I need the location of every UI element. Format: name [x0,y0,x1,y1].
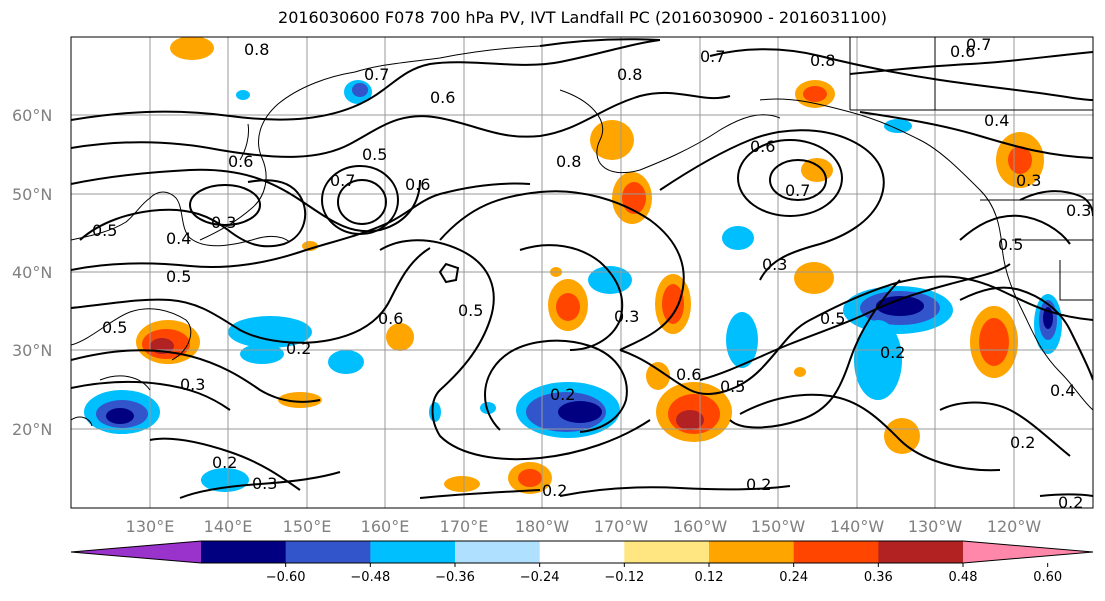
contour-label: 0.3 [1066,201,1091,220]
lon-label: 170°E [440,517,489,536]
contour-label: 0.6 [405,175,430,194]
colorbar-tick-label: 0.12 [695,570,724,585]
colorbar-segment [624,541,710,563]
contour-label: 0.6 [378,309,403,328]
contour-label: 0.7 [330,171,355,190]
lon-label: 150°E [283,517,332,536]
colorbar-segment [709,541,795,563]
contour-label: 0.2 [550,385,575,404]
contour-label: 0.3 [252,474,277,493]
lon-label: 150°W [751,517,806,536]
lat-label: 40°N [12,263,52,282]
contour-label: 0.5 [998,235,1023,254]
contour-label: 0.7 [700,47,725,66]
contour-label: 0.2 [212,453,237,472]
longitude-labels: 130°E 140°E 150°E 160°E 170°E 180°W 170°… [126,517,1042,536]
colorbar-segment [793,541,879,563]
colorbar-segment [878,541,964,563]
contour-label: 0.6 [430,88,455,107]
contour-label: 0.8 [810,51,835,70]
colorbar-tick-label: −0.48 [350,570,390,585]
colorbar-segment [370,541,456,563]
contour-label: 0.2 [880,343,905,362]
colorbar-segment [285,541,371,563]
colorbar-tick-label: 0.60 [1033,570,1062,585]
coastlines [71,37,1093,427]
contour-label: 0.7 [966,35,991,54]
lon-label: 130°E [126,517,175,536]
contour-label: 0.4 [984,111,1009,130]
contour-label: 0.7 [364,65,389,84]
contour-label: 0.3 [614,307,639,326]
colorbar-tick-label: 0.48 [949,570,978,585]
contour-label: 0.5 [92,221,117,240]
lon-label: 180°W [515,517,570,536]
lon-label: 140°E [204,517,253,536]
lat-label: 60°N [12,106,52,125]
colorbar-segment [455,541,541,563]
contour-label: 0.5 [102,318,127,337]
colorbar: −0.60 −0.48 −0.36 −0.24 −0.12 0.12 0.24 0.36 0.4… [70,540,1094,585]
contour-label: 0.2 [286,339,311,358]
contour-label: 0.3 [211,213,236,232]
map-frame [70,36,1094,509]
colorbar-tick-label: −0.24 [520,570,560,585]
lon-label: 160°W [673,517,728,536]
colorbar-tick-label: −0.60 [266,570,306,585]
contour-label: 0.3 [1016,171,1041,190]
contour-label: 0.6 [750,137,775,156]
contour-label: 0.8 [244,40,269,59]
contour-label: 0.2 [1010,433,1035,452]
pv-contours [71,38,1093,499]
contour-label: 0.3 [762,255,787,274]
lon-label: 120°W [987,517,1042,536]
colorbar-outline [70,540,1094,564]
colorbar-extend-high [963,541,1093,563]
lat-label: 20°N [12,420,52,439]
contour-label: 0.6 [676,365,701,384]
contour-label: 0.8 [617,65,642,84]
latitude-labels: 60°N 50°N 40°N 30°N 20°N [12,106,52,439]
colorbar-tick-label: −0.12 [604,570,644,585]
contour-label: 0.2 [746,475,771,494]
shaded-anomalies [84,37,1062,494]
map-title: 2016030600 F078 700 hPa PV, IVT Landfall… [278,8,887,27]
lat-label: 50°N [12,185,52,204]
contour-labels: 0.8 0.7 0.6 0.8 0.7 0.8 0.6 0.5 0.6 0.7 … [92,35,1091,512]
colorbar-tick-label: 0.24 [779,570,808,585]
colorbar-extend-low [71,541,201,563]
contour-label: 0.5 [820,309,845,328]
colorbar-tick-label: −0.36 [435,570,475,585]
contour-label: 0.4 [166,229,191,248]
colorbar-segment [539,541,625,563]
contour-label: 0.6 [228,152,253,171]
lon-label: 140°W [830,517,885,536]
colorbar-segment [201,541,287,563]
contour-label: 0.5 [362,145,387,164]
map-content: 0.8 0.7 0.6 0.8 0.7 0.8 0.6 0.5 0.6 0.7 … [71,35,1093,512]
colorbar-tick-label: 0.36 [864,570,893,585]
lon-label: 170°W [594,517,649,536]
contour-label: 0.4 [1050,381,1075,400]
lon-label: 160°E [361,517,410,536]
lat-label: 30°N [12,341,52,360]
contour-label: 0.2 [1058,493,1083,512]
contour-label: 0.5 [166,267,191,286]
contour-label: 0.7 [785,181,810,200]
contour-label: 0.8 [556,152,581,171]
lon-label: 130°W [908,517,963,536]
contour-label: 0.3 [180,375,205,394]
contour-label: 0.5 [458,301,483,320]
contour-label: 0.6 [950,42,975,61]
contour-label: 0.5 [720,377,745,396]
contour-label: 0.2 [542,481,567,500]
